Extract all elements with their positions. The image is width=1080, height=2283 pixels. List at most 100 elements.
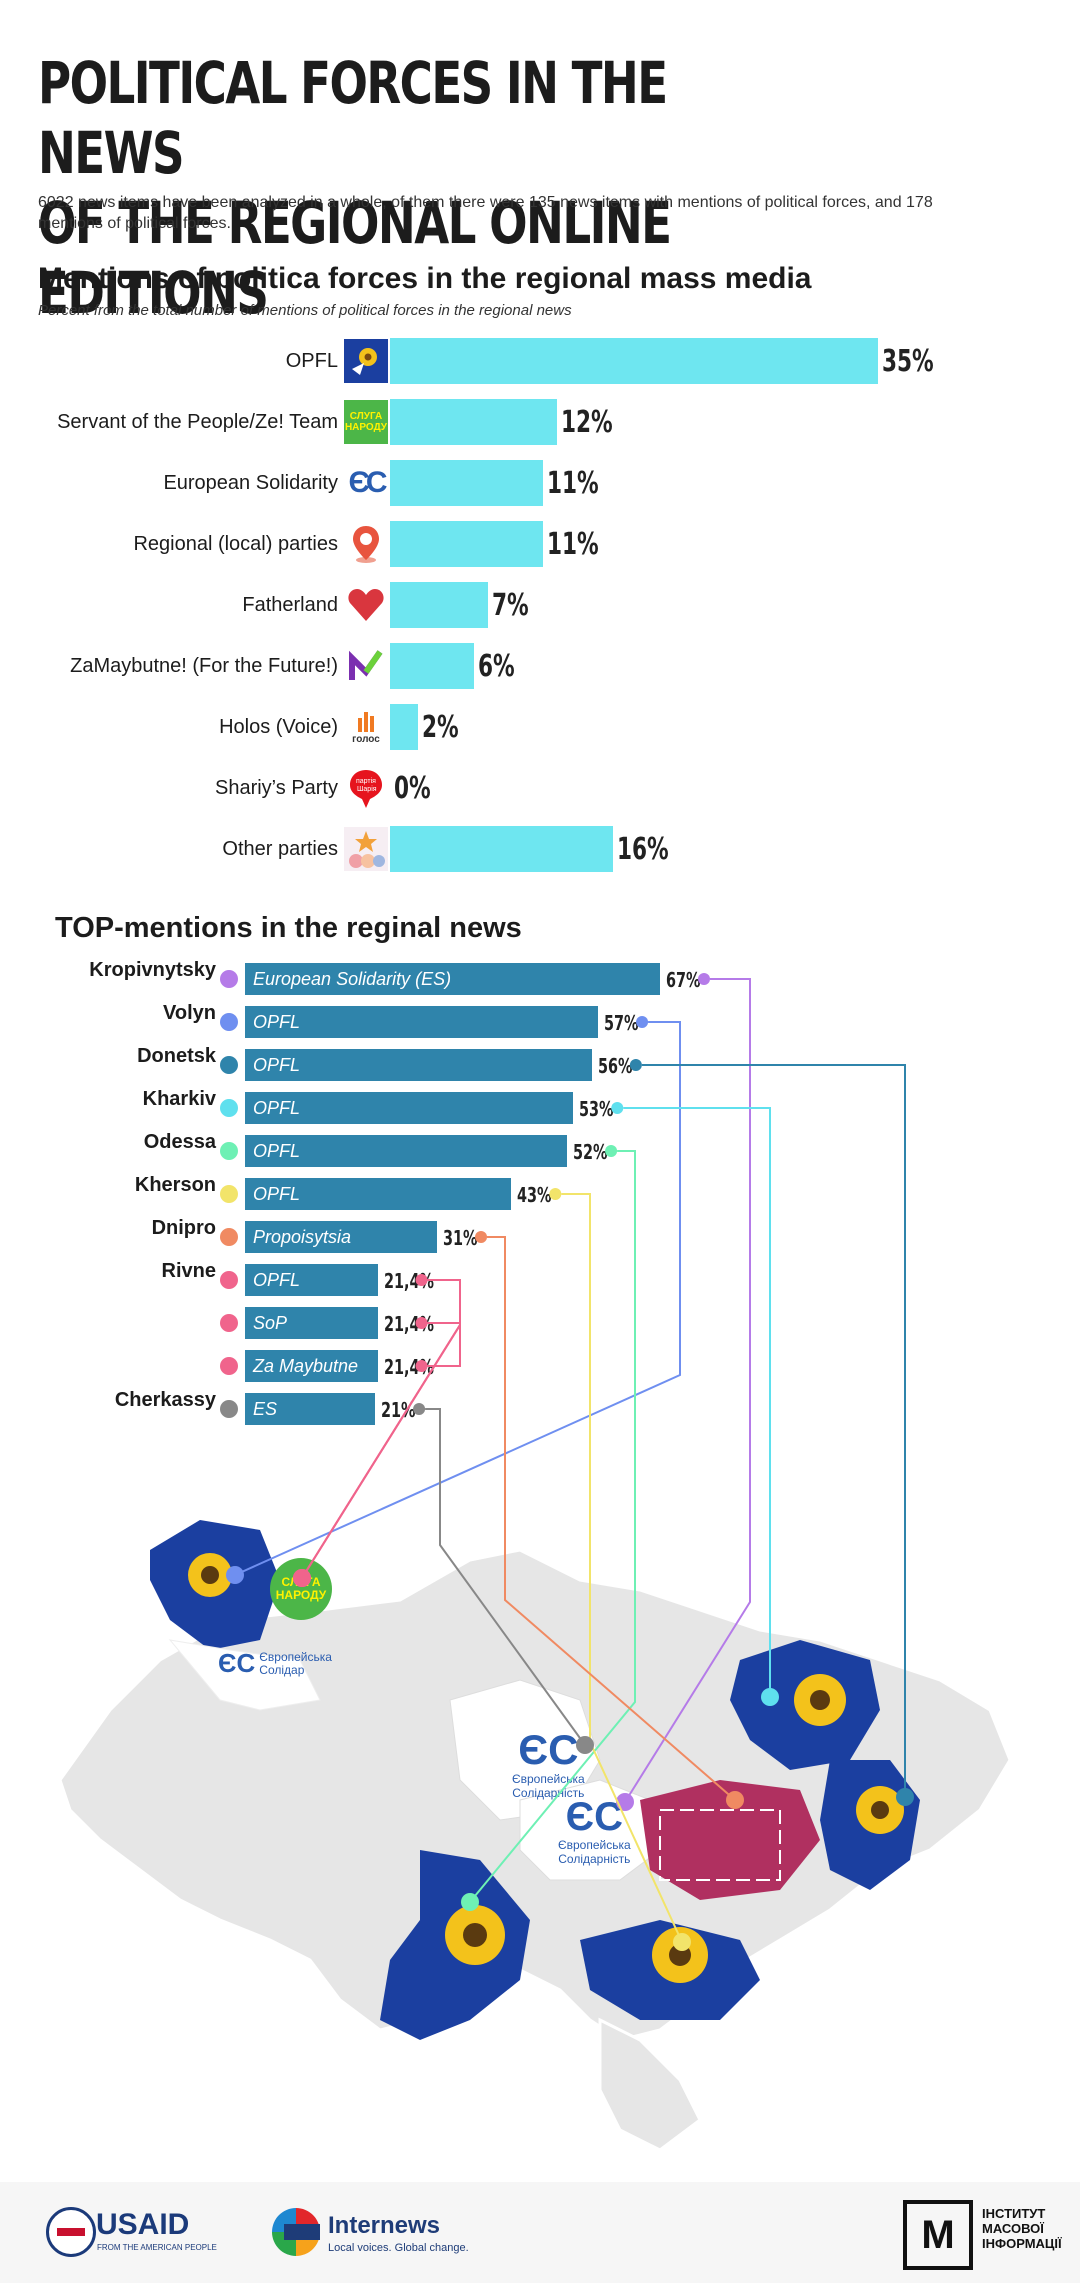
other-parties-icon [344, 827, 388, 871]
region-bar: OPFL [245, 1092, 574, 1124]
region-label: Odessa [143, 1131, 216, 1153]
region-connector-lines [226, 973, 914, 1951]
connector-dot [415, 1360, 428, 1372]
region-bar: ES [245, 1393, 376, 1425]
region-bar: Propoisytsia [245, 1221, 437, 1253]
ukraine-map [58, 1520, 1012, 2152]
imi-logo-text: ІНСТИТУТ МАСОВОЇ ІНФОРМАЦІЇ [982, 2206, 1062, 2251]
region-value-label: 53% [579, 1097, 614, 1121]
party-bar [390, 338, 878, 384]
region-dot [220, 1056, 238, 1074]
imi-logo-letter: М [921, 2212, 955, 2257]
map-sluga-narodu-badge: СЛУГА НАРОДУ [270, 1558, 332, 1620]
party-bar [390, 643, 474, 689]
chart1-subheading: Percent from the total number of mention… [38, 302, 572, 319]
crimea-shape [598, 2017, 702, 2152]
map-es-label-kropivnytsky-2: Солідарність [558, 1852, 631, 1866]
region-party-label: OPFL [253, 1270, 301, 1290]
map-target-dot [726, 1791, 744, 1809]
imi-line-2: МАСОВОЇ [982, 2221, 1044, 2236]
map-es-label-cherkassy-1: Європейська [512, 1772, 585, 1786]
region-bar: OPFL [245, 1049, 592, 1081]
map-es-mark-kropivnytsky: ЄС [565, 1795, 623, 1839]
map-es-label-cherkassy-2: Солідарність [512, 1786, 585, 1800]
region-party-label: Propoisytsia [253, 1227, 352, 1247]
intro-text: 6022 news items have been analyzed in a … [38, 194, 933, 232]
party-value-label: 2% [421, 710, 459, 745]
connector-dot [413, 1403, 426, 1415]
map-es-label-rivne-1: Європейська [259, 1649, 332, 1664]
party-label: Fatherland [242, 594, 338, 616]
region-value-label: 57% [604, 1011, 639, 1035]
region-value-label: 21% [381, 1398, 416, 1422]
internews-logo-icon [272, 2208, 320, 2256]
party-bar [390, 826, 614, 872]
volyn-sunflower-center [201, 1566, 219, 1584]
map-target-dot [226, 1566, 244, 1584]
map-es-mark-cherkassy: ЄС [518, 1726, 579, 1773]
party-bar [390, 460, 544, 506]
holos-logo-icon: голос [344, 705, 388, 749]
party-label: Shariy’s Party [214, 777, 338, 799]
internews-tagline: Local voices. Global change. [328, 2242, 469, 2254]
holos-logo-text: голос [352, 733, 380, 745]
region-dot [220, 1357, 238, 1375]
party-value-label: 12% [561, 405, 614, 440]
connector-line [425, 1408, 586, 1746]
usaid-seal-icon [46, 2207, 96, 2257]
party-label: Servant of the People/Ze! Team [57, 411, 338, 433]
connector-dot [415, 1317, 428, 1329]
connector-dot [549, 1188, 562, 1200]
sluga-logo-text-2: НАРОДУ [344, 422, 388, 433]
region-bar: SoP [245, 1307, 378, 1339]
donetsk-sunflower-center [871, 1801, 889, 1819]
connector-dot [415, 1274, 428, 1286]
region-value-label: 52% [573, 1140, 608, 1164]
region-dot [220, 1228, 238, 1246]
shariy-logo-text-2: Шарія [357, 786, 377, 793]
map-sluga-text-2: НАРОДУ [275, 1588, 327, 1602]
odessa-sunflower-center [463, 1923, 487, 1947]
party-bar [390, 582, 488, 628]
party-bar [390, 521, 544, 567]
party-value-label: 0% [394, 771, 431, 806]
party-label: OPFL [285, 350, 338, 372]
map-es-label-rivne-2: Солідар [259, 1662, 305, 1677]
party-bar [390, 704, 418, 750]
chart2-heading: TOP-mentions in the reginal news [55, 912, 522, 944]
party-value-label: 16% [617, 832, 669, 867]
region-party-label: European Solidarity (ES) [253, 969, 452, 989]
party-value-label: 35% [882, 344, 934, 379]
region-party-label: OPFL [253, 1098, 301, 1118]
shariy-party-logo-icon: партія Шарія [344, 766, 388, 810]
map-target-dot [761, 1688, 779, 1706]
connector-dot [475, 1231, 488, 1243]
region-dot [220, 1142, 238, 1160]
sluga-logo-text-1: СЛУГА [349, 411, 383, 422]
party-label: Holos (Voice) [219, 716, 338, 738]
party-value-label: 6% [477, 649, 515, 684]
connector-dot [605, 1145, 618, 1157]
region-label: Rivne [161, 1260, 216, 1282]
region-party-label: OPFL [253, 1055, 301, 1075]
connector-line [487, 1236, 736, 1801]
title-line-2: OF THE REGIONAL ONLINE EDITIONS [38, 189, 672, 327]
title-line-1: POLITICAL FORCES IN THE NEWS [38, 49, 668, 187]
chart1-heading: Mentions of politica forces in the regio… [38, 262, 812, 295]
heart-icon [344, 583, 388, 627]
region-party-label: SoP [253, 1313, 288, 1333]
region-value-label: 43% [517, 1183, 552, 1207]
region-bar: OPFL [245, 1135, 568, 1167]
map-es-logo-cherkassy: ЄС Європейська Солідарність [512, 1726, 585, 1801]
region-value-label: 31% [443, 1226, 478, 1250]
connector-dot [698, 973, 710, 985]
region-bar: Za Maybutne [245, 1350, 378, 1382]
party-label: European Solidarity [163, 472, 338, 494]
page-title: POLITICAL FORCES IN THE NEWS OF THE REGI… [38, 48, 818, 328]
region-party-label: ES [253, 1399, 278, 1419]
region-bar: OPFL [245, 1264, 378, 1296]
region-dot [220, 1314, 238, 1332]
region-label: Cherkassy [114, 1389, 216, 1411]
usaid-tagline: FROM THE AMERICAN PEOPLE [97, 2243, 217, 2252]
region-dot [220, 1271, 238, 1289]
